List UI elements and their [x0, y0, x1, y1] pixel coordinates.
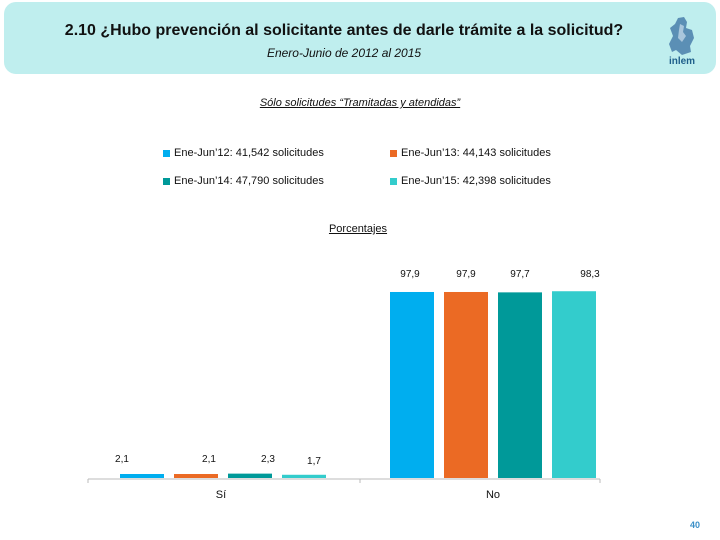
- data-label: 97,9: [456, 269, 476, 280]
- data-label: 1,7: [307, 456, 321, 467]
- legend-item-2013: Ene-Jun’13: 44,143 solicitudes: [390, 147, 551, 159]
- bar-no-3: [552, 291, 596, 478]
- data-label: 2,3: [261, 454, 275, 465]
- bar-si-1: [174, 474, 218, 478]
- chart-title: Sólo solicitudes “Tramitadas y atendidas…: [259, 97, 461, 109]
- data-label: 2,1: [115, 454, 129, 465]
- bar-si-2: [228, 473, 272, 478]
- header-banner: 2.10 ¿Hubo prevención al solicitante ant…: [4, 2, 716, 74]
- data-label: 97,7: [510, 269, 530, 280]
- legend-item-2015: Ene-Jun’15: 42,398 solicitudes: [390, 175, 551, 187]
- bar-no-2: [498, 292, 542, 478]
- legend-swatch-2014: [163, 177, 170, 185]
- legend-label-2013: Ene-Jun’13: 44,143 solicitudes: [401, 147, 551, 159]
- legend-label-2012: Ene-Jun’12: 41,542 solicitudes: [174, 147, 324, 159]
- bar-no-1: [444, 291, 488, 478]
- data-label: 97,9: [400, 269, 420, 280]
- legend-item-2012: Ene-Jun’12: 41,542 solicitudes: [163, 147, 324, 159]
- inlem-logo: inlem: [664, 16, 700, 72]
- page-title: 2.10 ¿Hubo prevención al solicitante ant…: [64, 22, 624, 39]
- legend-swatch-2012: [163, 149, 170, 157]
- logo-text: inlem: [668, 56, 696, 67]
- city-map-icon: [669, 17, 694, 55]
- data-label: 2,1: [202, 454, 216, 465]
- category-label: No: [486, 489, 500, 501]
- bar-si-0: [120, 474, 164, 478]
- legend-swatch-2013: [390, 149, 397, 157]
- page-subtitle: Enero-Junio de 2012 al 2015: [266, 46, 422, 60]
- bar-si-3: [282, 474, 326, 478]
- bar-no-0: [390, 291, 434, 478]
- data-label: 98,3: [580, 269, 600, 280]
- unit-label: Porcentajes: [328, 223, 388, 235]
- legend-swatch-2015: [390, 177, 397, 185]
- legend-label-2015: Ene-Jun’15: 42,398 solicitudes: [401, 175, 551, 187]
- category-label: Sí: [216, 489, 226, 501]
- page-number: 40: [690, 520, 701, 530]
- legend-item-2014: Ene-Jun’14: 47,790 solicitudes: [163, 175, 324, 187]
- legend-label-2014: Ene-Jun’14: 47,790 solicitudes: [174, 175, 324, 187]
